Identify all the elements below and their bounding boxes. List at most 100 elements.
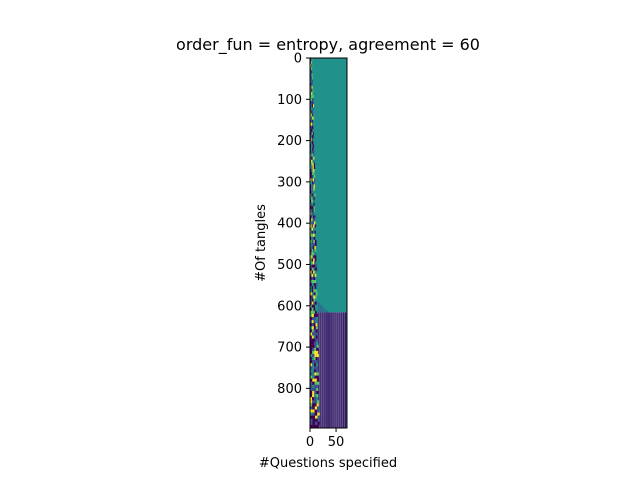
heatmap-cell: [310, 206, 312, 210]
heatmap-cell: [311, 261, 313, 265]
heatmap-cell: [312, 132, 314, 136]
heatmap-cell: [310, 184, 312, 188]
heatmap-cell: [310, 230, 312, 234]
heatmap-cell: [311, 110, 313, 114]
heatmap-cell: [311, 141, 313, 145]
heatmap-cell: [313, 218, 315, 222]
heatmap-cell: [310, 61, 312, 65]
heatmap-cell: [311, 307, 314, 311]
heatmap-cell: [312, 209, 314, 213]
heatmap-cell: [310, 190, 312, 194]
heatmap-cell: [311, 190, 313, 194]
heatmap-cell: [311, 202, 313, 206]
heatmap-cell: [315, 323, 318, 327]
heatmap-cell: [314, 400, 317, 404]
heatmap-cell: [314, 375, 317, 379]
heatmap-cell: [314, 409, 317, 413]
heatmap-stripe: [324, 312, 326, 428]
heatmap-cell: [312, 122, 314, 126]
heatmap-cell: [312, 125, 314, 129]
heatmap-cell: [311, 64, 313, 68]
heatmap-cell: [312, 98, 314, 102]
heatmap-cell: [313, 116, 315, 120]
heatmap-cell: [313, 224, 315, 228]
heatmap-cell: [311, 221, 313, 225]
heatmap-cell: [312, 199, 314, 203]
heatmap-cell: [322, 306, 324, 313]
heatmap-cell: [312, 184, 314, 188]
heatmap-cell: [310, 187, 312, 191]
heatmap-cell: [315, 326, 318, 330]
heatmap-cell: [311, 369, 314, 373]
heatmap-cell: [326, 310, 328, 313]
heatmap-cell: [311, 159, 313, 163]
heatmap-cell: [313, 301, 316, 305]
heatmap-cell: [312, 178, 315, 182]
heatmap-cell: [312, 172, 314, 176]
heatmap-cell: [316, 391, 319, 395]
heatmap-cell: [314, 394, 317, 398]
heatmap-cell: [317, 421, 320, 425]
x-tick-label: 0: [306, 435, 314, 450]
heatmap-cell: [312, 409, 315, 413]
heatmap-cell: [311, 156, 313, 160]
heatmap-cell: [310, 162, 312, 166]
heatmap-stripe: [333, 312, 335, 428]
heatmap-cell: [310, 249, 312, 253]
heatmap-cell: [312, 421, 315, 425]
heatmap-cell: [311, 304, 314, 308]
heatmap-cell: [310, 193, 312, 197]
heatmap-cell: [311, 119, 313, 123]
heatmap-cell: [313, 236, 316, 240]
heatmap-cell: [312, 104, 314, 108]
heatmap-cell: [311, 165, 313, 169]
heatmap-cell: [314, 243, 317, 247]
heatmap-cell: [313, 369, 316, 373]
heatmap-cell: [312, 230, 315, 234]
heatmap-cell: [316, 332, 319, 336]
heatmap-cell: [311, 276, 314, 280]
heatmap-cell: [315, 301, 317, 305]
heatmap-cell: [324, 308, 326, 313]
heatmap-cell: [310, 286, 312, 290]
heatmap-cell: [310, 224, 312, 228]
heatmap-cell: [312, 165, 314, 169]
heatmap-stripe: [344, 312, 346, 428]
heatmap-cell: [316, 409, 320, 413]
heatmap-cell: [310, 196, 312, 200]
heatmap-cell: [313, 335, 316, 339]
heatmap-cell: [311, 280, 314, 284]
heatmap-cell: [312, 135, 314, 139]
heatmap-cell: [311, 187, 313, 191]
heatmap-cell: [312, 397, 315, 401]
heatmap-cell: [310, 267, 312, 271]
heatmap-cell: [314, 347, 317, 351]
heatmap-cell: [310, 58, 312, 62]
heatmap-cell: [310, 421, 313, 425]
heatmap-cell: [310, 144, 312, 148]
heatmap-cell: [310, 350, 313, 354]
heatmap-cell: [310, 341, 313, 345]
heatmap-cell: [325, 309, 327, 313]
heatmap-stripe: [336, 312, 338, 428]
heatmap-cell: [311, 101, 313, 105]
heatmap-cell: [311, 64, 312, 68]
heatmap-cell: [310, 138, 312, 142]
heatmap-cell: [312, 138, 314, 142]
heatmap-cell: [312, 403, 315, 407]
heatmap-cell: [313, 162, 316, 166]
heatmap-cell: [317, 301, 319, 313]
heatmap-cell: [311, 88, 313, 92]
heatmap-cell: [310, 64, 312, 68]
heatmap-cell: [310, 227, 312, 231]
heatmap-cell: [311, 175, 313, 179]
heatmap-cell: [314, 286, 317, 290]
heatmap-cell: [312, 317, 315, 321]
heatmap-cell: [312, 341, 315, 345]
heatmap-cell: [311, 264, 314, 268]
heatmap-cell: [315, 289, 317, 293]
heatmap-cell: [310, 295, 312, 299]
heatmap-cell: [314, 350, 317, 354]
heatmap-cell: [312, 406, 315, 410]
heatmap-cell: [310, 409, 313, 413]
